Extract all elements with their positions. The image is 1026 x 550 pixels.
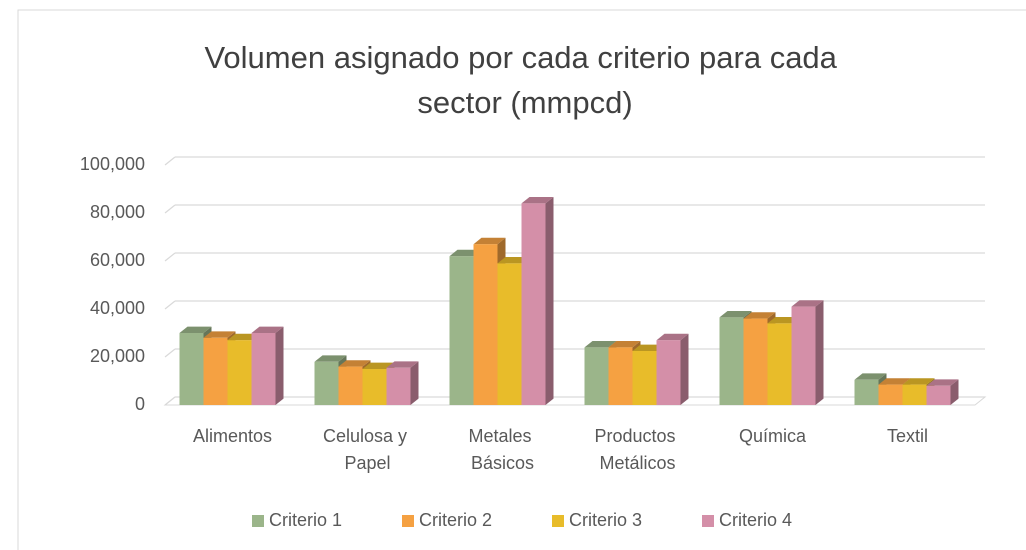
y-tick-label: 60,000 [90, 250, 145, 270]
legend-label: Criterio 4 [719, 510, 792, 530]
bar [521, 203, 546, 405]
y-tick-label: 100,000 [80, 154, 145, 174]
bar-side [680, 333, 689, 405]
bar [473, 244, 498, 405]
y-tick-label: 20,000 [90, 346, 145, 366]
bar-top [854, 373, 887, 380]
bar-side [815, 300, 824, 405]
bar [362, 369, 387, 405]
bar-top [362, 362, 395, 369]
bar [743, 318, 768, 405]
bar [227, 340, 252, 405]
grid-line-side [164, 348, 176, 358]
bar-side [410, 361, 419, 405]
bar-top [251, 326, 284, 333]
bar [926, 385, 951, 405]
legend-swatch [402, 515, 414, 527]
bar-top [719, 311, 752, 318]
bar-top [926, 379, 959, 386]
legend-swatch [552, 515, 564, 527]
bar [449, 256, 474, 405]
bar-top [386, 361, 419, 368]
x-tick-label: Alimentos [193, 426, 272, 446]
bar [632, 351, 657, 405]
bar-top [608, 341, 641, 348]
chart-title: Volumen asignado por cada criterio para … [204, 40, 845, 120]
bar-side [950, 379, 959, 405]
bar [719, 317, 744, 405]
bar [386, 367, 411, 405]
grid-line-side [164, 156, 176, 166]
bar [854, 379, 879, 405]
x-tick-label: Productos Metálicos [594, 426, 680, 473]
bar-top [521, 197, 554, 204]
bar [878, 384, 903, 405]
bar-side [545, 197, 554, 405]
x-tick-label: Textil [887, 426, 928, 446]
x-tick-label: Química [739, 426, 807, 446]
legend-swatch [252, 515, 264, 527]
y-tick-label: 40,000 [90, 298, 145, 318]
bar [656, 340, 681, 405]
legend-label: Criterio 1 [269, 510, 342, 530]
x-tick-label: Metales Básicos [468, 426, 536, 473]
bar [497, 263, 522, 405]
grid-line-side [164, 300, 176, 310]
x-tick-label: Celulosa y Papel [323, 426, 412, 473]
bar-top [584, 341, 617, 348]
grid-line-side [164, 204, 176, 214]
legend-label: Criterio 3 [569, 510, 642, 530]
bar-top [878, 378, 911, 385]
bar-top [473, 237, 506, 245]
bar [203, 337, 228, 405]
bar [251, 333, 276, 405]
bar [902, 384, 927, 405]
bar [584, 347, 609, 405]
bar [338, 366, 363, 405]
bar-top [902, 378, 935, 385]
bar [767, 323, 792, 405]
grid-line-side [164, 396, 176, 406]
bar-top [743, 312, 776, 319]
bar-top [656, 333, 689, 341]
bar-top [314, 355, 347, 362]
bar-top [179, 326, 212, 333]
bar [608, 347, 633, 405]
legend-label: Criterio 2 [419, 510, 492, 530]
bar-top [791, 300, 824, 307]
bar-top [203, 331, 236, 338]
y-tick-label: 80,000 [90, 202, 145, 222]
bar-side [275, 326, 284, 405]
bar [314, 361, 339, 405]
bar-top [338, 360, 371, 367]
legend-swatch [702, 515, 714, 527]
grid-line-side [164, 252, 176, 262]
bar [179, 333, 204, 405]
bar [791, 306, 816, 405]
y-tick-label: 0 [135, 394, 145, 414]
